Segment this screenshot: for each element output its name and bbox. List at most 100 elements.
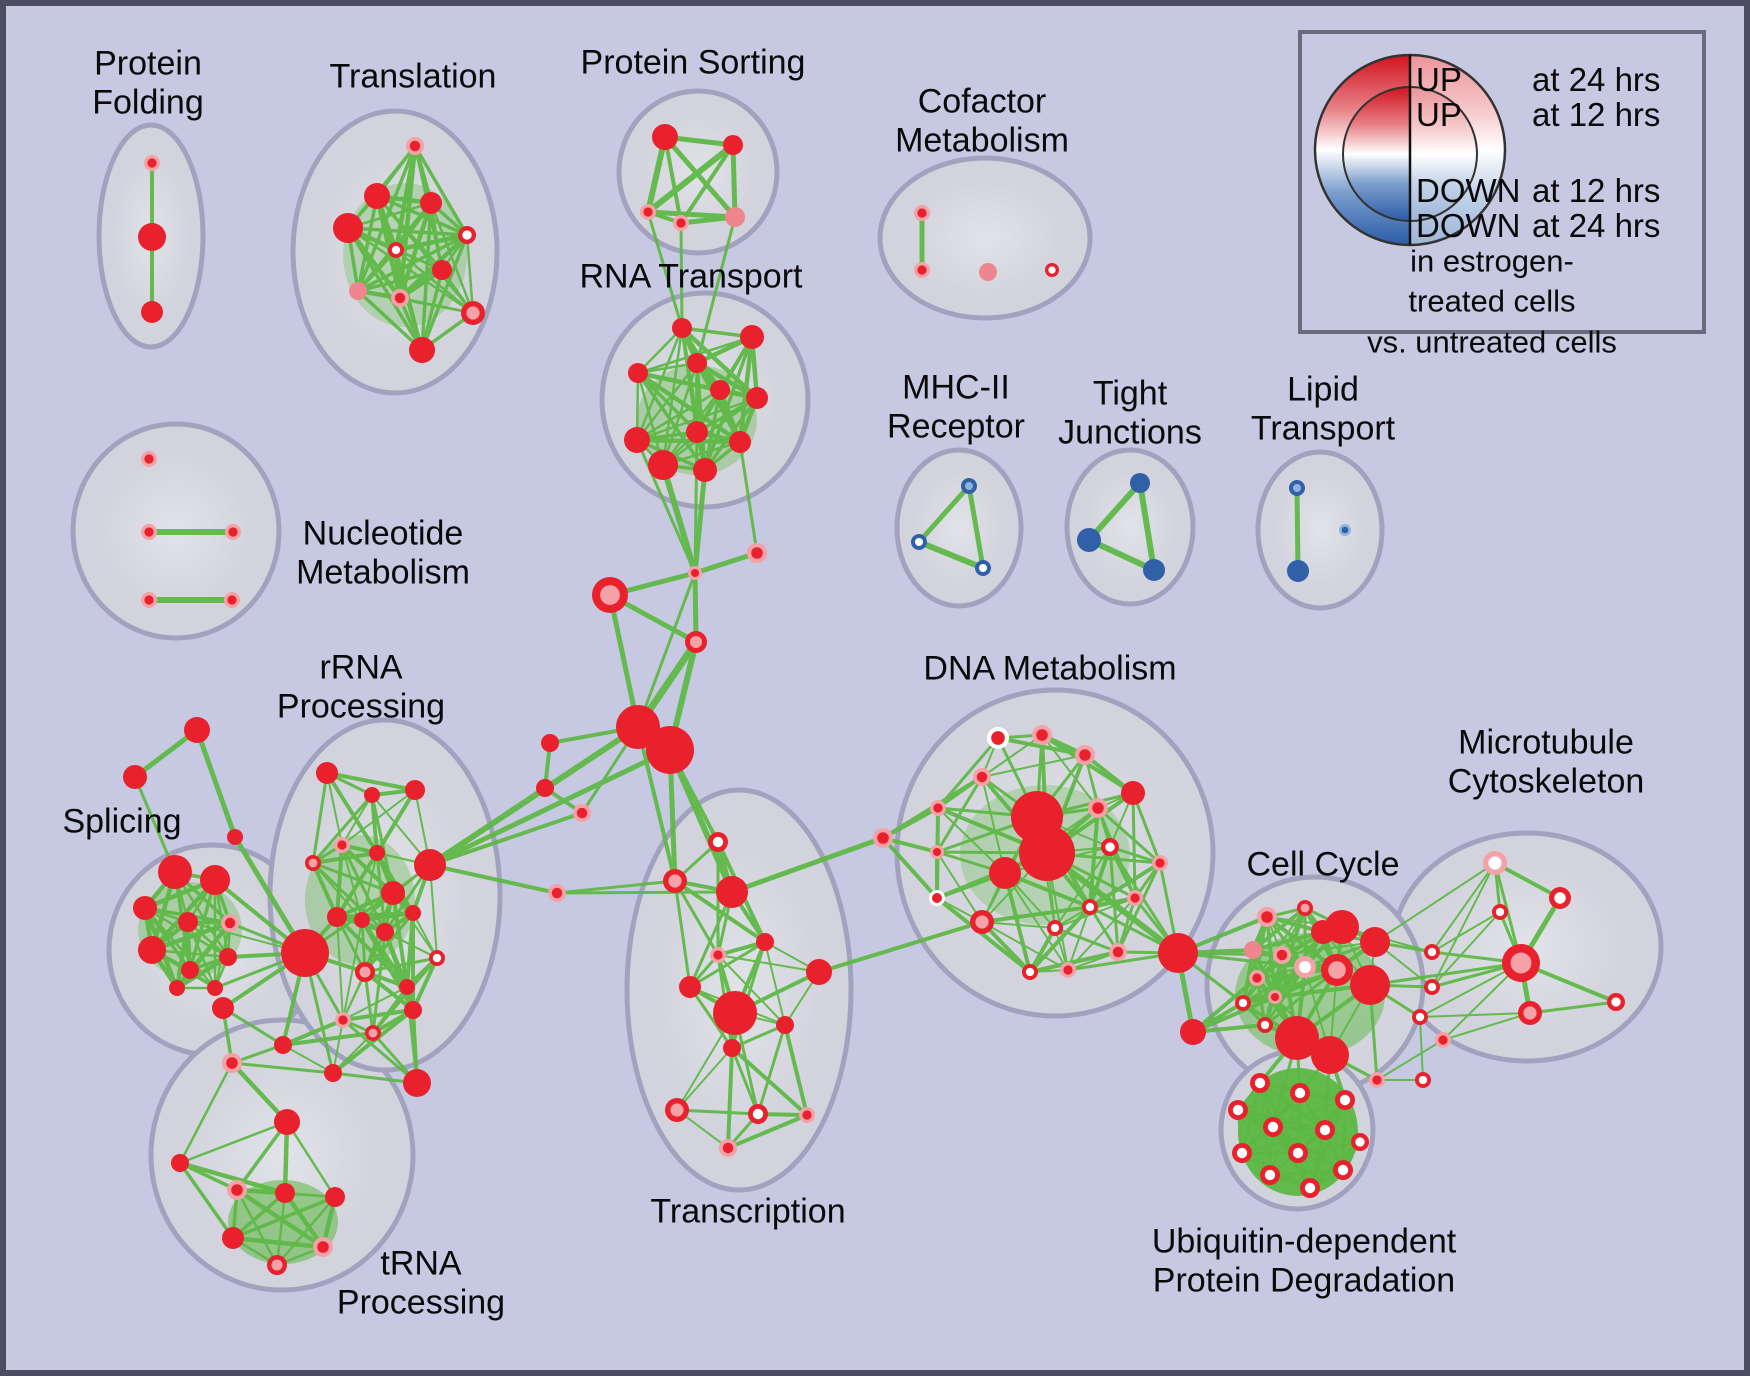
gene-node-core (1337, 1164, 1349, 1176)
gene-node-core (391, 245, 401, 255)
cluster-label-ubiquitin: Ubiquitin-dependent Protein Degradation (1151, 1222, 1457, 1300)
gene-node-core (1260, 1020, 1270, 1030)
legend-caption: in estrogen-treated cells vs. untreated … (1367, 243, 1617, 360)
gene-node-core (338, 1015, 348, 1025)
gene-node-core (226, 1057, 238, 1069)
gene-node (687, 353, 707, 373)
gene-node-core (1048, 266, 1056, 274)
gene-node (141, 301, 163, 323)
gene-node-core (462, 230, 472, 240)
gene-node-core (1025, 967, 1035, 977)
gene-node-core (1267, 1121, 1279, 1133)
gene-node (710, 380, 730, 400)
gene-node-core (690, 568, 700, 578)
gene-node (1180, 1019, 1206, 1045)
gene-node-core (1418, 1075, 1428, 1085)
gene-node-core (1063, 965, 1073, 975)
gene-node (274, 1036, 292, 1054)
gene-node-core (271, 1259, 283, 1271)
cluster-label-dna: DNA Metabolism (923, 649, 1177, 688)
gene-node-core (722, 1142, 734, 1154)
gene-node (432, 260, 452, 280)
gene-node-core (933, 803, 943, 813)
cluster-label-transcription: Transcription (650, 1192, 846, 1231)
gene-node-core (676, 218, 686, 228)
gene-node-core (1238, 998, 1248, 1008)
gene-node-core (1261, 911, 1273, 923)
gene-node (1019, 825, 1075, 881)
gene-node (652, 124, 678, 150)
gene-node (1121, 781, 1145, 805)
gene-node (1311, 1036, 1349, 1074)
gene-node-core (359, 966, 371, 978)
gene-node (414, 849, 446, 881)
gene-node (364, 787, 380, 803)
gene-node-core (1495, 907, 1505, 917)
gene-node (405, 905, 421, 921)
gene-node (723, 135, 743, 155)
gene-node-core (1427, 982, 1437, 992)
gene-node-core (965, 482, 973, 490)
gene-node-core (1254, 1077, 1266, 1089)
gene-node-core (227, 595, 237, 605)
gene-node (133, 896, 157, 920)
gene-node-core (1085, 902, 1095, 912)
gene-node-core (394, 292, 406, 304)
cluster-label-rrna: rRNA Processing (276, 648, 446, 726)
gene-node (158, 855, 192, 889)
gene-node-core (1155, 858, 1165, 868)
gene-node (364, 183, 390, 209)
legend-up-12-label: UP (1416, 96, 1462, 133)
gene-node (648, 450, 678, 480)
gene-node-core (1252, 973, 1262, 983)
cluster-label-mhc: MHC-II Receptor (887, 368, 1025, 446)
gene-node-core (643, 207, 653, 217)
gene-node (989, 857, 1021, 889)
gene-node-core (712, 836, 724, 848)
gene-node-core (689, 635, 703, 649)
gene-node (1158, 933, 1198, 973)
gene-node (333, 213, 363, 243)
gene-node-core (1036, 729, 1048, 741)
gene-node (725, 207, 745, 227)
cluster-ellipse-tight (1064, 447, 1196, 607)
gene-node-core (1319, 1124, 1331, 1136)
gene-node (281, 929, 329, 977)
legend-up-24-time: at 24 hrs (1532, 61, 1661, 98)
cluster-label-lipid-transport: Lipid Transport (1250, 370, 1396, 448)
legend-down-24-time: at 24 hrs (1532, 207, 1661, 244)
gene-node (171, 1154, 189, 1172)
gene-node-core (432, 953, 442, 963)
gene-node-core (1554, 892, 1566, 904)
cluster-label-translation: Translation (329, 57, 497, 96)
gene-node-core (317, 1241, 329, 1253)
gene-node-core (1304, 1182, 1316, 1194)
gene-node-core (1092, 802, 1104, 814)
gene-node-core (1294, 1087, 1306, 1099)
cluster-ellipse-lipid (1255, 449, 1385, 611)
gene-node-core (1328, 961, 1346, 979)
gene-node-core (1488, 856, 1502, 870)
cluster-label-nucleotide: Nucleotide Metabolism (296, 514, 470, 592)
gene-node (184, 717, 210, 743)
cluster-ellipse-mhc (894, 447, 1024, 609)
gene-node (200, 865, 230, 895)
gene-node (212, 997, 234, 1019)
gene-node (616, 705, 660, 749)
gene-node (1143, 559, 1165, 581)
gene-node (138, 936, 166, 964)
gene-node-core (751, 547, 763, 559)
gene-node (672, 318, 692, 338)
cluster-label-microtubule: Microtubule Cytoskeleton (1447, 723, 1645, 801)
gene-node-core (1339, 1094, 1351, 1106)
legend (1298, 30, 1706, 334)
gene-node-core (932, 847, 942, 857)
gene-node (979, 263, 997, 281)
gene-node-core (368, 1028, 378, 1038)
gene-node-core (975, 915, 989, 929)
gene-node-core (466, 306, 480, 320)
legend-up-12-time: at 12 hrs (1532, 96, 1661, 133)
gene-node (354, 912, 370, 928)
